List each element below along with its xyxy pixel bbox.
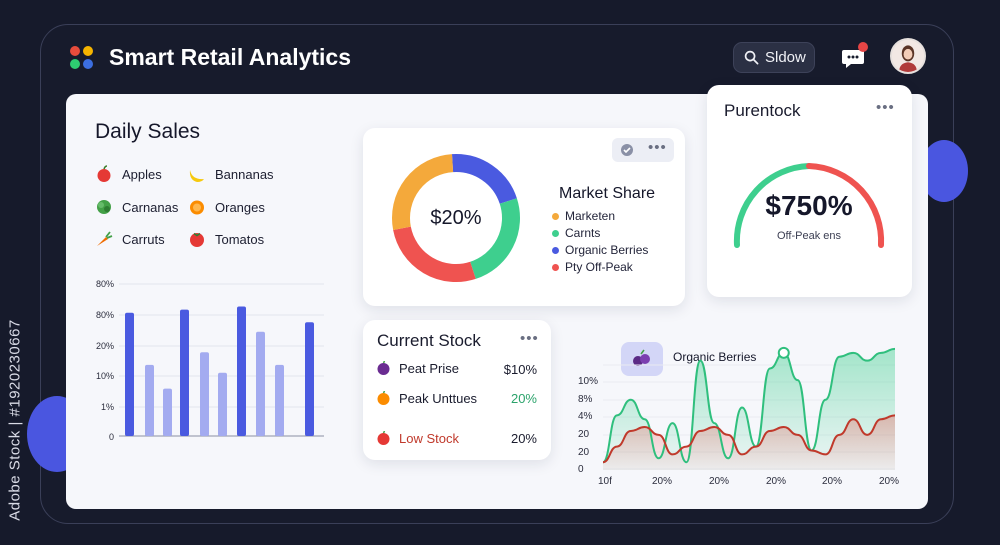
legend-item-oranges: Oranges <box>188 198 265 216</box>
stock-watermark: Adobe Stock | #1920230667 <box>6 319 24 521</box>
legend-swatch <box>552 212 559 220</box>
orange-icon <box>190 200 204 215</box>
gauge <box>733 163 885 248</box>
x-tick-label: 20% <box>766 476 787 487</box>
y-tick-label: 10% <box>578 376 599 387</box>
decorative-blob <box>920 140 968 202</box>
stock-label: Peat Prise <box>399 361 459 376</box>
plum-icon <box>377 361 390 375</box>
bar <box>275 364 284 436</box>
tomato-icon <box>190 232 204 247</box>
more-icon[interactable]: ••• <box>648 139 667 156</box>
notification-badge <box>858 42 868 52</box>
check-icon[interactable] <box>620 143 634 157</box>
purentock-subtitle: Off-Peak ens <box>777 230 841 242</box>
purentock-title: Purentock <box>724 101 801 120</box>
series-line <box>603 414 895 464</box>
bar <box>305 322 314 436</box>
y-tick-label: 10% <box>95 371 114 381</box>
y-tick-label: 8% <box>578 394 593 405</box>
legend-swatch <box>552 263 559 271</box>
donut-slice <box>393 226 476 282</box>
bar <box>125 312 134 436</box>
daily-sales-title: Daily Sales <box>95 120 201 143</box>
donut-slice <box>392 154 454 230</box>
x-tick-label: 10f <box>598 476 612 487</box>
app-logo-icon <box>70 46 94 70</box>
area-fill-red <box>603 415 895 470</box>
search-button[interactable]: Sldow <box>733 42 815 73</box>
organic-berries-area-chart <box>603 346 895 470</box>
search-icon <box>744 50 759 65</box>
organic-berries-label: Organic Berries <box>673 350 757 364</box>
legend-item-bananas: Bannanas <box>188 165 274 183</box>
lettuce-icon <box>97 200 111 214</box>
stock-label: Peak Unttues <box>399 391 478 406</box>
legend-item-carruts: Carruts <box>95 230 165 248</box>
legend-item-apples: Apples <box>95 165 162 183</box>
peak-marker[interactable] <box>777 346 790 359</box>
donut-slice <box>469 198 520 279</box>
stock-label: Low Stock <box>399 431 459 446</box>
search-label: Sldow <box>765 49 806 66</box>
market-share-legend-item: Pty Off-Peak <box>552 260 633 274</box>
y-tick-label: 20% <box>95 341 114 351</box>
bar <box>145 364 154 436</box>
stock-row-peat-prise: Peat Prise <box>376 361 459 376</box>
x-tick-label: 20% <box>822 476 843 487</box>
market-share-center-value: $20% <box>430 207 482 229</box>
current-stock-card <box>363 320 551 460</box>
apple-icon <box>377 431 390 445</box>
banana-icon <box>189 170 204 182</box>
bar <box>163 388 172 436</box>
daily-sales-bar-chart <box>119 283 324 437</box>
stock-value: $10% <box>503 362 537 377</box>
y-tick-label: 0 <box>108 432 114 442</box>
carrot-icon <box>97 231 113 246</box>
stock-value: 20% <box>510 391 537 406</box>
app-title: Smart Retail Analytics <box>109 44 352 70</box>
area-fill-green <box>603 348 895 470</box>
legend-item-tomatos: Tomatos <box>188 230 264 248</box>
legend-swatch <box>552 246 559 254</box>
market-share-toolbar: ••• <box>612 138 674 162</box>
y-tick-label: 20 <box>578 429 590 440</box>
legend-swatch <box>552 229 559 237</box>
chat-icon[interactable] <box>840 45 866 71</box>
current-stock-title: Current Stock <box>377 331 481 350</box>
market-share-legend-item: Organic Berries <box>552 243 648 257</box>
y-tick-label: 20 <box>578 447 590 458</box>
y-tick-label: 1% <box>100 402 114 412</box>
market-share-title: Market Share <box>559 185 656 202</box>
market-share-donut <box>392 154 520 282</box>
purentock-card <box>707 85 912 297</box>
y-tick-label: 0 <box>578 464 584 475</box>
orange-icon <box>377 391 390 405</box>
y-tick-label: 80% <box>95 310 114 320</box>
x-tick-label: 20% <box>652 476 673 487</box>
series-line <box>603 347 895 464</box>
x-tick-label: 20% <box>709 476 730 487</box>
bar <box>218 372 227 436</box>
donut-slice <box>451 154 517 205</box>
market-share-legend-item: Carnts <box>552 226 600 240</box>
more-icon[interactable]: ••• <box>876 99 895 116</box>
market-share-legend-item: Marketen <box>552 209 615 223</box>
y-tick-label: 80% <box>95 279 114 289</box>
stock-row-low-stock: Low Stock <box>376 431 459 446</box>
bar <box>256 331 265 436</box>
user-avatar[interactable] <box>890 38 926 74</box>
bar <box>200 352 209 436</box>
legend-item-carnanas: Carnanas <box>95 198 178 216</box>
stock-row-peak-unttues: Peak Unttues <box>376 391 477 406</box>
berries-icon <box>621 342 663 376</box>
bar <box>180 309 189 436</box>
apple-icon <box>97 165 111 182</box>
bar <box>237 306 246 436</box>
x-tick-label: 20% <box>879 476 900 487</box>
stock-value: 20% <box>510 431 537 446</box>
more-icon[interactable]: ••• <box>520 330 539 347</box>
purentock-value: $750% <box>765 190 853 221</box>
y-tick-label: 4% <box>578 411 593 422</box>
